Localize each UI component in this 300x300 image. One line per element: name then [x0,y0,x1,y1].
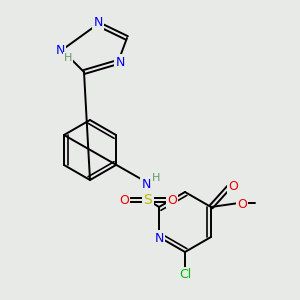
Text: O: O [167,194,177,206]
Text: H: H [152,173,160,183]
Text: Cl: Cl [179,268,191,281]
Text: H: H [64,53,72,63]
Text: N: N [115,56,125,68]
Text: S: S [144,193,152,207]
Text: N: N [55,44,65,56]
Text: N: N [141,178,151,190]
Text: O: O [228,181,238,194]
Text: O: O [119,194,129,206]
Text: N: N [154,232,164,244]
Text: N: N [93,16,103,29]
Text: O: O [237,197,247,211]
